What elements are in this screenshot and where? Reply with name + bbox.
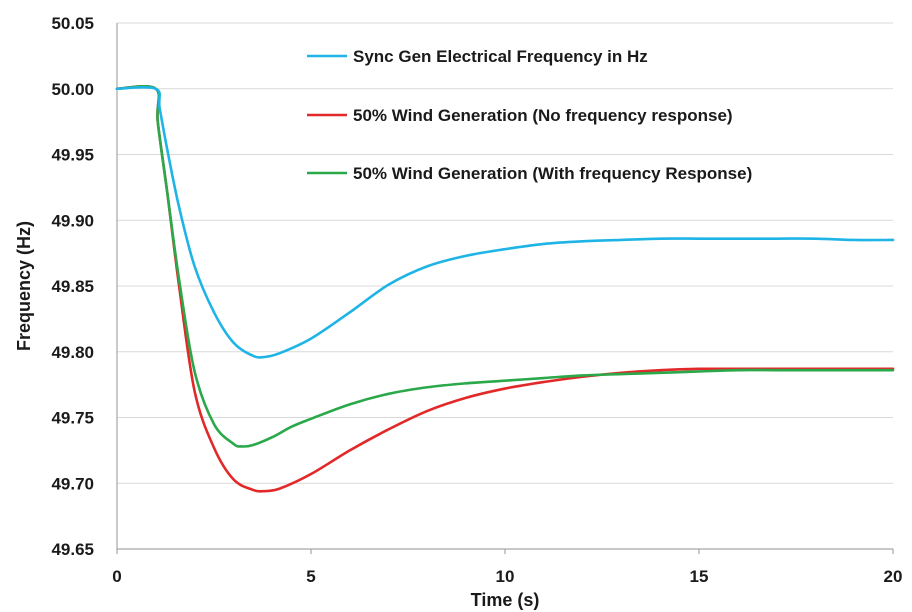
y-tick-label: 49.85: [51, 277, 94, 296]
grid-lines: [117, 22, 893, 484]
series-line-1: [115, 85, 895, 493]
legend-label: 50% Wind Generation (No frequency respon…: [353, 106, 733, 125]
x-tick-label: 15: [690, 567, 709, 586]
y-axis-title: Frequency (Hz): [14, 221, 34, 351]
y-tick-labels: 49.65 49.70 49.75 49.80 49.85 49.90 49.95 50.00…: [51, 14, 94, 559]
y-tick-label: 50.00: [51, 80, 94, 99]
y-tick-label: 49.80: [51, 343, 94, 362]
x-tick-labels: 0 5 10 15 20: [112, 567, 902, 586]
y-tick-label: 49.90: [51, 211, 94, 230]
x-tick-label: 20: [884, 567, 903, 586]
y-tick-label: 49.70: [51, 474, 94, 493]
y-tick-label: 49.95: [51, 146, 94, 165]
series-line-2: [115, 85, 895, 448]
x-tick-label: 5: [306, 567, 315, 586]
y-tick-label: 50.05: [51, 14, 94, 33]
x-axis-title: Time (s): [471, 590, 540, 610]
legend: Sync Gen Electrical Frequency in Hz 50% W…: [307, 47, 752, 183]
x-tick-label: 10: [496, 567, 515, 586]
y-tick-label: 49.65: [51, 540, 94, 559]
legend-label: Sync Gen Electrical Frequency in Hz: [353, 47, 648, 66]
series-line-0: [115, 86, 895, 359]
axes: [116, 23, 894, 554]
legend-label: 50% Wind Generation (With frequency Resp…: [353, 164, 752, 183]
y-tick-label: 49.75: [51, 409, 94, 428]
x-tick-label: 0: [112, 567, 121, 586]
series-lines: [115, 85, 895, 493]
